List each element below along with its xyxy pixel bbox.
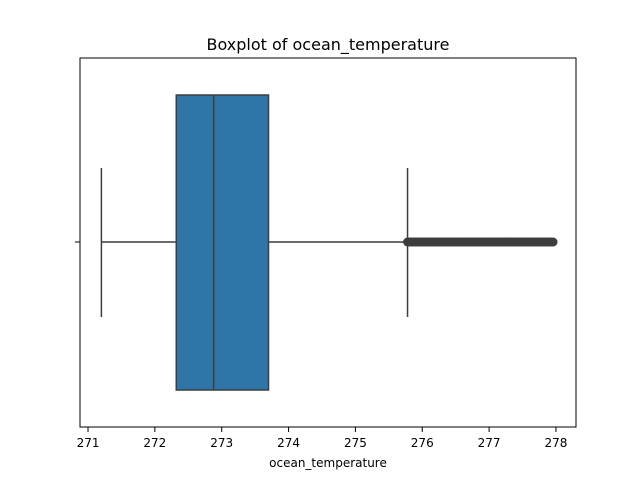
chart-title: Boxplot of ocean_temperature [207,35,450,55]
x-tick-label: 277 [478,436,501,450]
x-axis-label: ocean_temperature [269,456,387,470]
outlier-point [548,237,558,247]
x-tick-label: 272 [143,436,166,450]
x-tick-label: 275 [344,436,367,450]
x-tick-label: 276 [411,436,434,450]
x-tick-label: 273 [210,436,233,450]
x-tick-label: 278 [544,436,567,450]
x-axis-ticks: 271 272 273 274 275 276 277 278 [77,427,567,450]
interquartile-box [175,94,270,391]
x-tick-label: 274 [277,436,300,450]
outlier-points [403,237,558,247]
x-tick-label: 271 [77,436,100,450]
box-group [100,94,558,391]
